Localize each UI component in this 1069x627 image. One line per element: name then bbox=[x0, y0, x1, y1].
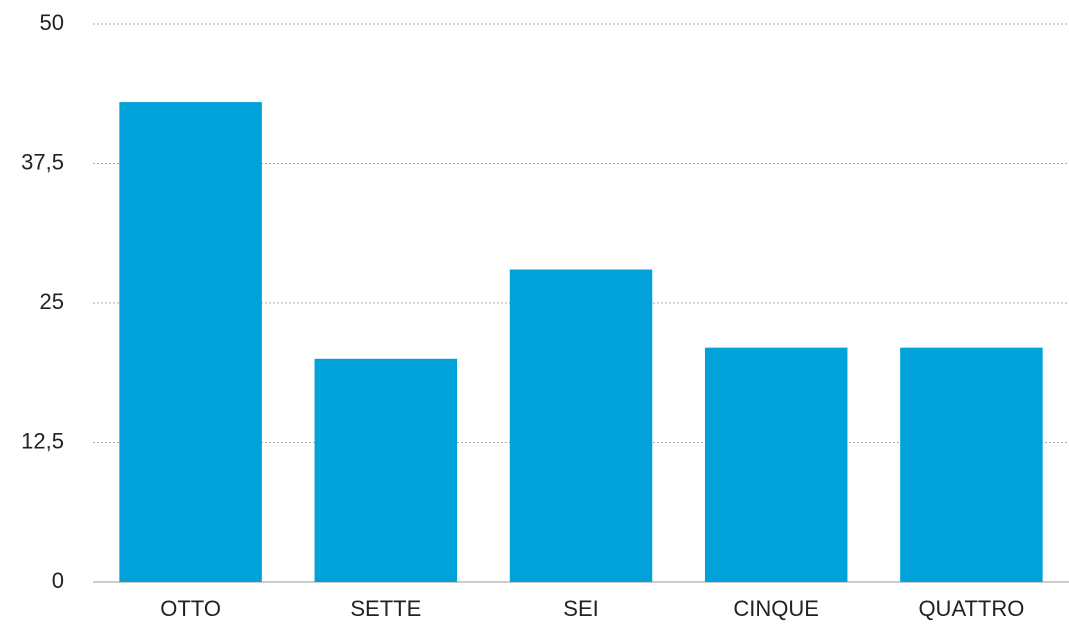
x-tick-label: OTTO bbox=[160, 596, 221, 621]
bar bbox=[314, 358, 458, 582]
y-tick-label: 0 bbox=[52, 568, 64, 593]
y-tick-label: 12,5 bbox=[21, 428, 64, 453]
y-tick-label: 50 bbox=[40, 10, 64, 35]
bar bbox=[119, 102, 262, 583]
x-tick-label: SEI bbox=[563, 596, 598, 621]
bar bbox=[704, 347, 848, 582]
y-tick-label: 25 bbox=[40, 289, 64, 314]
x-tick-label: CINQUE bbox=[733, 596, 819, 621]
x-tick-label: SETTE bbox=[350, 596, 421, 621]
bar bbox=[509, 269, 653, 582]
x-tick-label: QUATTRO bbox=[918, 596, 1024, 621]
bar bbox=[900, 347, 1043, 582]
y-tick-label: 37,5 bbox=[21, 149, 64, 174]
